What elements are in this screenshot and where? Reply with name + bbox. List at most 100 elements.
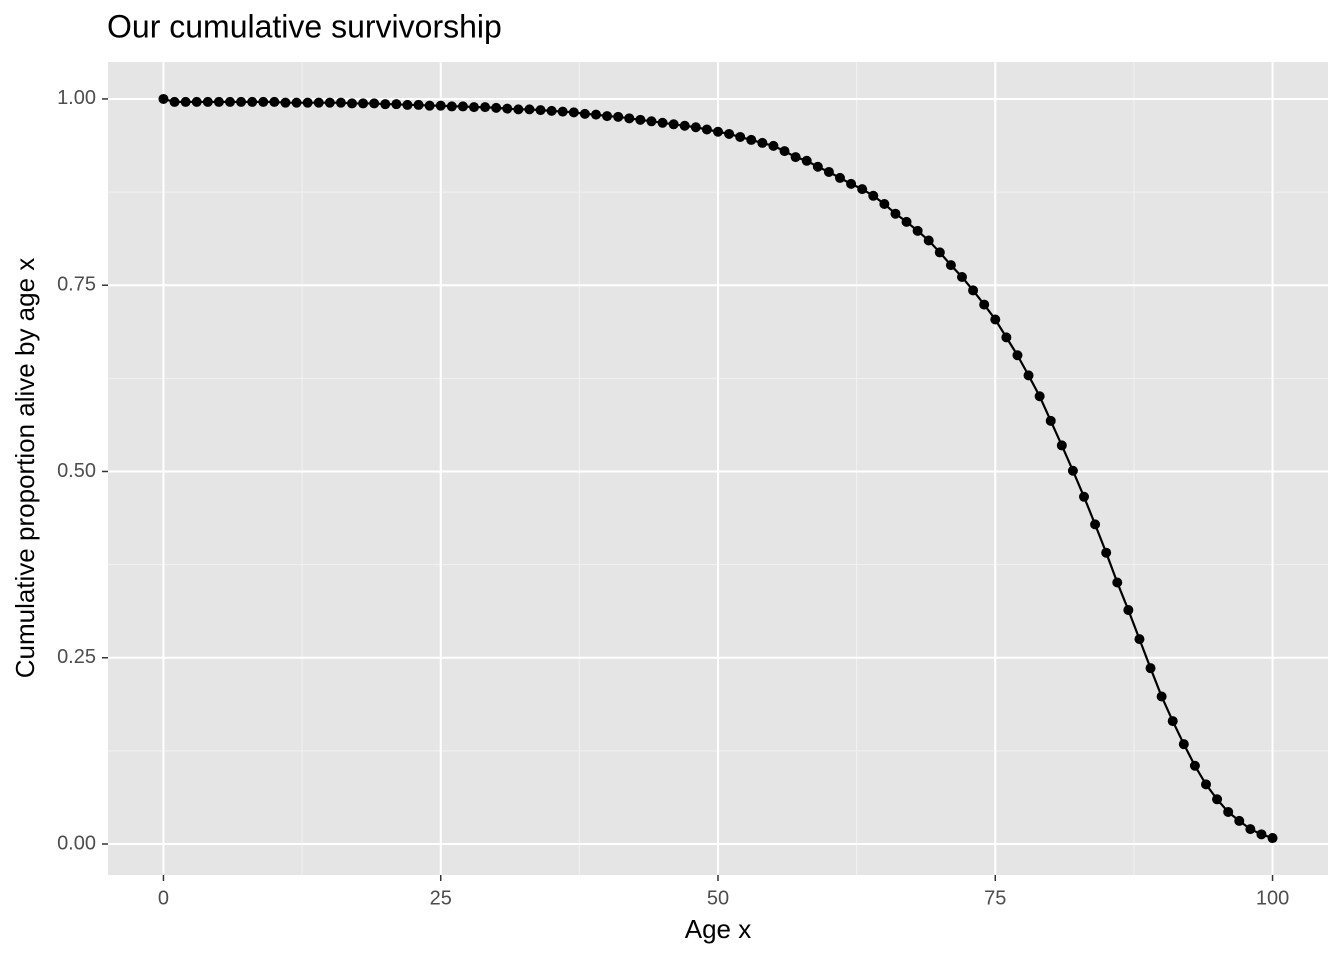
point <box>369 98 380 109</box>
point <box>690 122 701 133</box>
point <box>557 106 568 117</box>
point <box>957 272 967 283</box>
point <box>302 97 313 108</box>
point <box>635 114 646 125</box>
y-tick-label: 1.00 <box>57 87 96 109</box>
point <box>158 93 169 104</box>
point <box>890 208 901 219</box>
point <box>469 102 479 113</box>
point <box>225 96 235 107</box>
point <box>979 299 990 310</box>
x-tick-label: 50 <box>707 887 729 909</box>
point <box>347 98 357 109</box>
point <box>180 96 191 107</box>
x-tick-label: 100 <box>1256 887 1289 909</box>
point <box>934 247 945 258</box>
y-tick-label: 0.75 <box>57 273 96 295</box>
point <box>236 96 247 107</box>
point <box>1023 370 1034 381</box>
point <box>646 116 657 127</box>
point <box>1112 577 1123 588</box>
point <box>1090 519 1101 530</box>
point <box>491 102 502 113</box>
point <box>391 99 402 110</box>
point <box>446 101 457 112</box>
point <box>602 111 613 122</box>
point <box>1223 806 1234 817</box>
point <box>169 96 180 107</box>
point <box>790 152 801 163</box>
point <box>591 109 601 120</box>
point <box>1067 465 1078 476</box>
point <box>269 96 280 107</box>
point <box>1079 491 1089 502</box>
point <box>990 314 1001 325</box>
point <box>202 96 213 107</box>
y-tick-label: 0.00 <box>57 832 96 854</box>
point <box>535 105 546 116</box>
point <box>679 120 690 131</box>
point <box>1056 440 1067 451</box>
point <box>823 166 834 177</box>
point <box>258 96 269 107</box>
point <box>1201 779 1211 790</box>
point <box>1145 663 1156 674</box>
x-tick-label: 0 <box>158 887 169 909</box>
point <box>546 105 557 116</box>
point <box>291 97 302 108</box>
point <box>1156 691 1167 702</box>
point <box>213 96 224 107</box>
point <box>435 100 446 111</box>
point <box>912 225 923 236</box>
point <box>324 97 335 108</box>
point <box>413 99 424 110</box>
point <box>757 137 768 148</box>
point <box>735 131 746 142</box>
point <box>1012 350 1023 361</box>
point <box>701 124 712 135</box>
point <box>945 260 956 271</box>
point <box>1001 332 1012 343</box>
point <box>191 96 202 107</box>
y-axis-label: Cumulative proportion alive by age x <box>10 258 40 679</box>
point <box>835 172 845 183</box>
point <box>524 104 535 115</box>
point <box>923 235 934 246</box>
y-tick-label: 0.25 <box>57 646 96 668</box>
point <box>313 97 324 108</box>
point <box>1189 760 1200 771</box>
x-tick-label: 75 <box>984 887 1006 909</box>
point <box>480 102 491 113</box>
point <box>901 216 912 227</box>
point <box>1045 415 1056 426</box>
point <box>513 104 524 115</box>
point <box>579 108 590 119</box>
x-axis-label: Age x <box>685 914 752 944</box>
point <box>1167 716 1178 727</box>
point <box>812 161 823 172</box>
point <box>457 101 468 112</box>
point <box>1134 634 1145 645</box>
point <box>1212 794 1223 805</box>
point <box>1034 391 1045 402</box>
point <box>424 100 435 111</box>
point <box>613 111 624 122</box>
y-tick-label: 0.50 <box>57 460 96 482</box>
point <box>879 199 890 210</box>
point <box>846 178 857 189</box>
point <box>1123 605 1134 616</box>
point <box>668 119 679 130</box>
point <box>568 107 579 118</box>
point <box>746 134 757 145</box>
point <box>657 117 668 128</box>
x-tick-label: 25 <box>430 887 452 909</box>
point <box>1101 547 1112 558</box>
point <box>801 155 812 166</box>
point <box>358 98 369 109</box>
point <box>868 190 879 201</box>
point <box>1234 815 1245 826</box>
point <box>402 99 413 110</box>
point <box>1267 833 1278 844</box>
point <box>624 113 635 124</box>
point <box>1245 824 1256 835</box>
